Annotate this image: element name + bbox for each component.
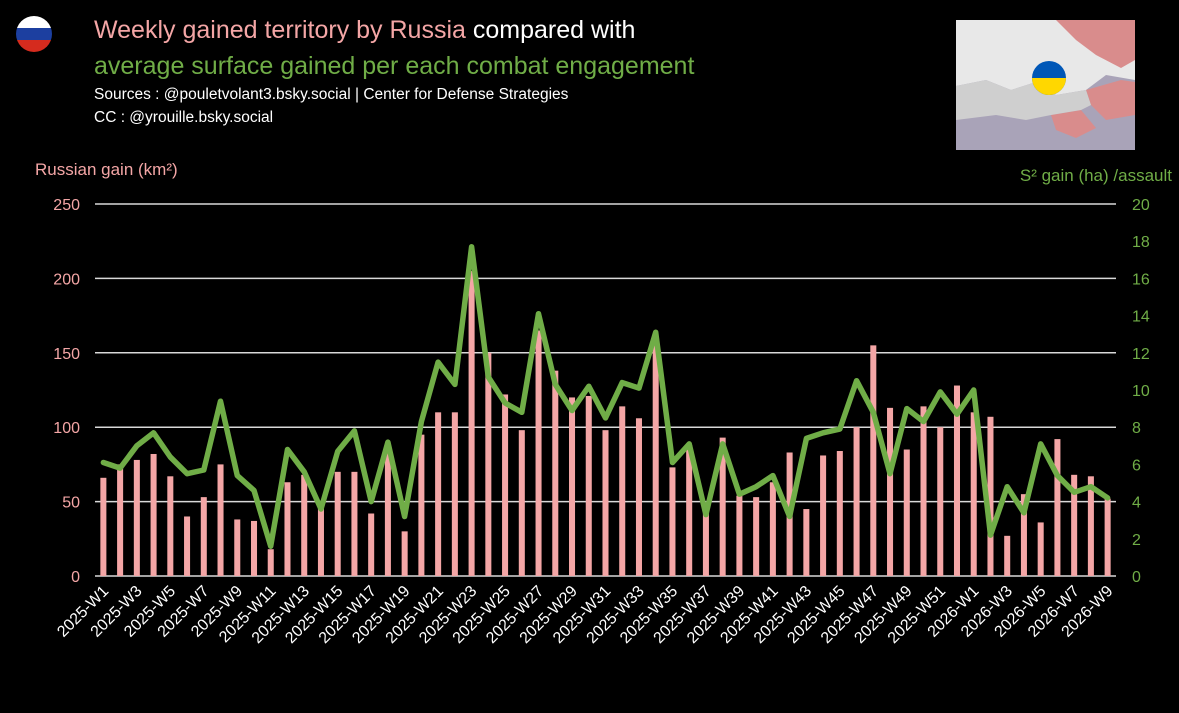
cc-text: CC : @yrouille.bsky.social <box>94 109 274 126</box>
y-right-tick-label: 2 <box>1132 532 1141 549</box>
bar <box>518 430 525 576</box>
title-part-pink: Weekly gained territory by Russia <box>94 16 466 44</box>
bar <box>920 406 927 576</box>
y-right-tick-label: 16 <box>1132 271 1150 288</box>
bar <box>502 394 509 576</box>
bar <box>836 451 843 576</box>
bar <box>301 474 308 576</box>
y-left-tick-label: 0 <box>71 569 80 586</box>
y-right-tick-label: 12 <box>1132 346 1150 363</box>
bar <box>1020 494 1027 576</box>
y-left-tick-label: 100 <box>53 420 80 437</box>
bar <box>468 270 475 576</box>
bar <box>234 519 241 576</box>
sources-text: Sources : @pouletvolant3.bsky.social | C… <box>94 86 569 103</box>
bar <box>133 459 140 576</box>
bar <box>451 412 458 576</box>
bar <box>1071 474 1078 576</box>
bar <box>686 445 693 576</box>
bar <box>317 506 324 576</box>
bar-series <box>100 270 1111 576</box>
bar <box>1087 476 1094 576</box>
bar <box>418 434 425 576</box>
bar <box>569 397 576 576</box>
bar <box>535 330 542 576</box>
title-part-white: compared with <box>465 16 636 44</box>
bar <box>970 412 977 576</box>
y-right-tick-label: 8 <box>1132 420 1141 437</box>
bar <box>401 531 408 576</box>
y-right-tick-label: 18 <box>1132 234 1150 251</box>
bar <box>702 513 709 576</box>
y-left-axis-title: Russian gain (km²) <box>35 160 178 179</box>
russia-flag-icon <box>16 16 52 52</box>
bar <box>100 477 107 576</box>
bar <box>117 464 124 576</box>
bar <box>184 516 191 576</box>
bar <box>820 455 827 576</box>
bar <box>1004 535 1011 576</box>
chart-title: Weekly gained territory by Russia compar… <box>94 16 635 45</box>
bar <box>769 482 776 576</box>
bar <box>887 407 894 576</box>
bar <box>284 482 291 576</box>
y-right-axis-title: S² gain (ha) /assault <box>1019 166 1172 185</box>
bar <box>602 430 609 576</box>
bar <box>1104 498 1111 576</box>
bar <box>870 345 877 576</box>
line-series <box>100 244 1111 549</box>
y-left-tick-label: 50 <box>62 495 80 512</box>
bar <box>485 352 492 576</box>
bar <box>853 427 860 576</box>
bar <box>435 412 442 576</box>
bar <box>334 471 341 576</box>
bar <box>937 427 944 576</box>
bar <box>384 452 391 576</box>
bar <box>635 418 642 576</box>
y-right-tick-label: 10 <box>1132 383 1150 400</box>
line-path <box>100 244 1111 549</box>
bar <box>669 467 676 576</box>
y-left-ticks: 0 50 100 150 200 250 <box>53 197 80 586</box>
bar <box>368 513 375 576</box>
y-right-tick-label: 0 <box>1132 569 1141 586</box>
y-right-ticks: 0 2 4 6 8 10 12 14 16 18 20 <box>1132 197 1150 586</box>
x-ticks: 2025-W12025-W32025-W52025-W72025-W92025-… <box>54 583 1116 647</box>
y-right-tick-label: 14 <box>1132 309 1150 326</box>
bar <box>719 437 726 576</box>
bar <box>585 395 592 576</box>
bar <box>250 520 258 576</box>
y-right-tick-label: 6 <box>1132 457 1141 474</box>
gridlines <box>95 203 1116 577</box>
bar <box>267 549 274 576</box>
bar <box>652 345 659 576</box>
bar <box>167 476 174 576</box>
bar <box>217 464 224 576</box>
bar <box>200 497 207 576</box>
bar <box>552 370 559 576</box>
bar <box>987 416 994 576</box>
bar <box>1054 439 1061 576</box>
bar <box>619 406 626 576</box>
y-left-tick-label: 150 <box>53 346 80 363</box>
bar <box>351 471 358 576</box>
ukraine-map-thumbnail <box>956 20 1135 150</box>
bar <box>150 453 157 576</box>
bar <box>1037 522 1044 576</box>
y-left-tick-label: 250 <box>53 197 80 214</box>
bar <box>903 449 910 576</box>
y-left-tick-label: 200 <box>53 271 80 288</box>
bar <box>953 385 961 576</box>
y-right-tick-label: 20 <box>1132 197 1150 214</box>
bar <box>753 497 760 576</box>
y-right-tick-label: 4 <box>1132 495 1141 512</box>
bar <box>736 495 743 576</box>
bar <box>803 509 810 576</box>
chart-subtitle: average surface gained per each combat e… <box>94 52 695 80</box>
